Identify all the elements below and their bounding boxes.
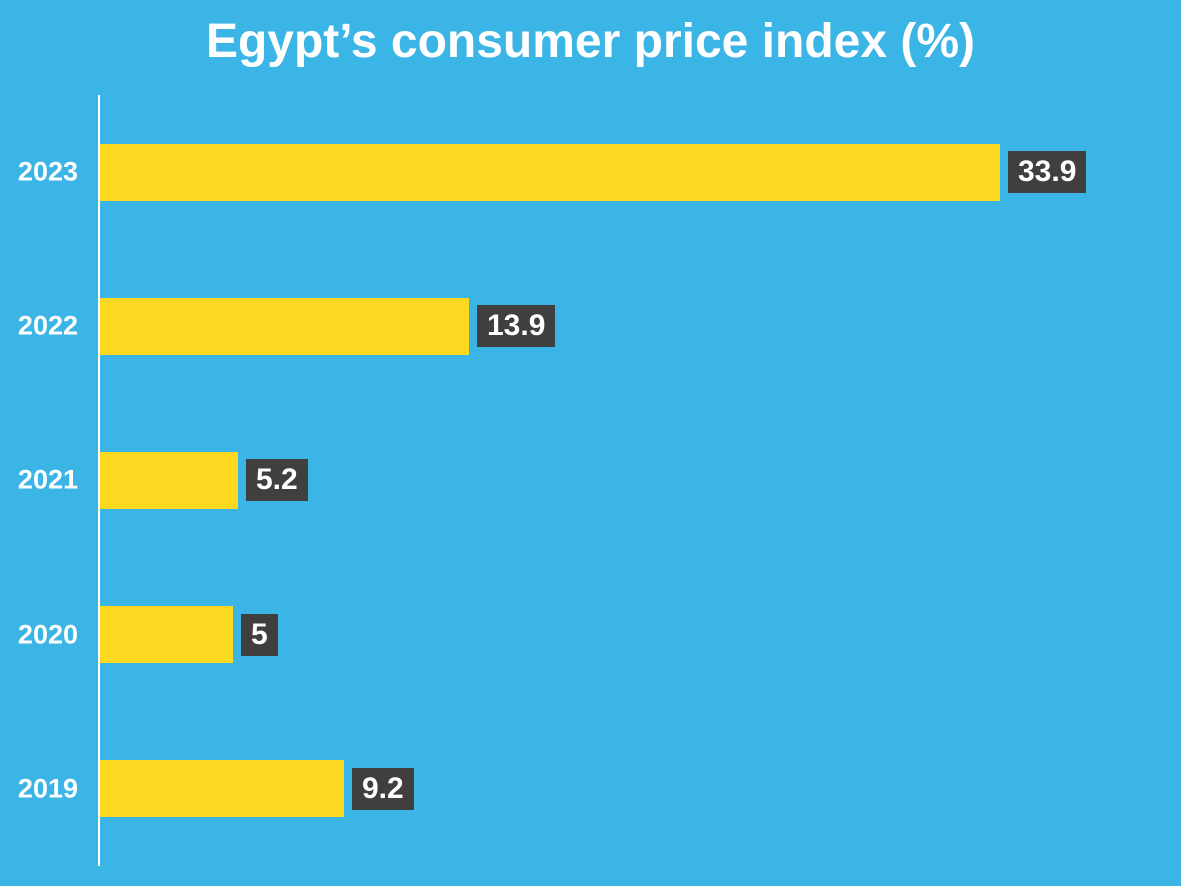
bar-2023: [100, 143, 1000, 201]
value-label-2023: 33.9: [1008, 151, 1087, 194]
category-label-2022: 2022: [17, 310, 78, 341]
bar-row-2021: 2021 5.2: [18, 403, 1179, 557]
value-label-2022: 13.9: [477, 305, 556, 348]
chart-title: Egypt’s consumer price index (%): [205, 15, 976, 68]
plot-area: 2023 33.9 2022 13.9 2021 5.2 2020 5 2019 9.2: [18, 95, 1179, 866]
bar-row-2019: 2019 9.2: [18, 712, 1179, 866]
bar-row-2023: 2023 33.9: [18, 95, 1179, 249]
bar-2020: [100, 606, 233, 664]
category-label-2023: 2023: [17, 156, 78, 187]
bar-2022: [100, 297, 469, 355]
category-label-2019: 2019: [17, 773, 78, 804]
category-label-2020: 2020: [17, 619, 78, 650]
bar-row-2020: 2020 5: [18, 558, 1179, 712]
bar-rows: 2023 33.9 2022 13.9 2021 5.2 2020 5 2019 9.2: [18, 95, 1179, 866]
bar-2019: [100, 760, 344, 818]
bar-row-2022: 2022 13.9: [18, 249, 1179, 403]
value-label-2021: 5.2: [246, 459, 308, 502]
category-label-2021: 2021: [17, 464, 78, 495]
value-label-2019: 9.2: [352, 767, 414, 810]
bar-2021: [100, 451, 238, 509]
value-label-2020: 5: [241, 613, 278, 656]
